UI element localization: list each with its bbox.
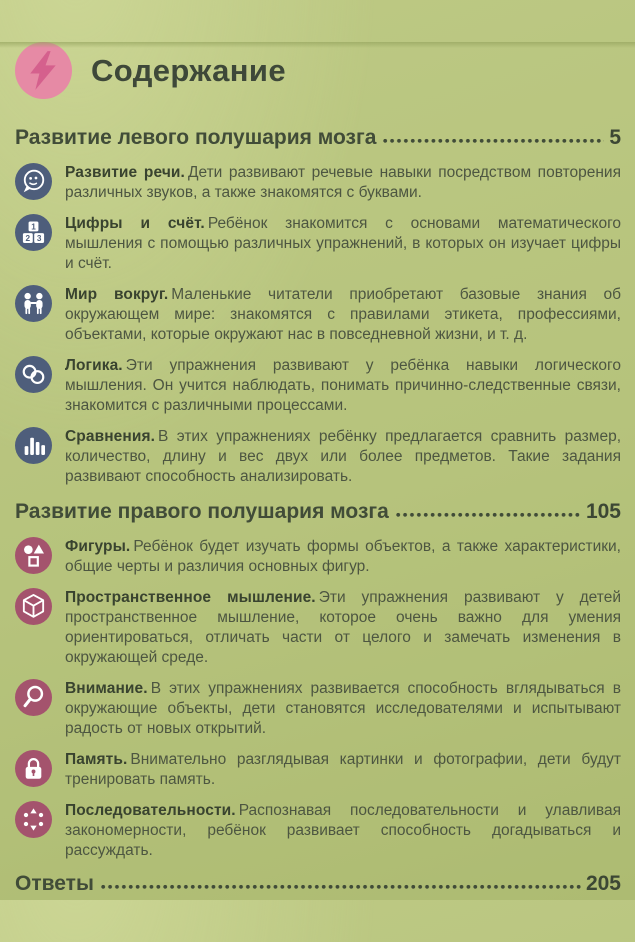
toc-item-text: Сравнения. В этих упражнениях ребёнку пре… (65, 427, 621, 487)
toc-item-title: Память. (65, 751, 128, 768)
section-right-items: Фигуры. Ребёнок будет изучать формы объек… (15, 537, 621, 861)
cube-icon (15, 588, 52, 625)
answers-label: Ответы (15, 872, 94, 895)
toc-item-logic: Логика. Эти упражнения развивают у ребёнк… (15, 356, 621, 416)
dotted-leader (395, 511, 581, 518)
toc-item-title: Мир вокруг. (65, 286, 169, 303)
shapes-icon (15, 537, 52, 574)
children-icon (15, 285, 52, 322)
toc-item-title: Цифры и счёт. (65, 215, 205, 232)
toc-item-description: Эти упражнения развивают у ребёнка навык… (65, 357, 621, 414)
dotted-leader (100, 883, 581, 890)
toc-item-world: Мир вокруг. Маленькие читатели приобретаю… (15, 285, 621, 345)
toc-item-sequences: Последовательности. Распознавая последова… (15, 801, 621, 861)
page-title: Содержание (91, 52, 286, 88)
toc-item-speech: Развитие речи. Дети развивают речевые нав… (15, 163, 621, 203)
page-top-edge (0, 42, 635, 48)
magnifier-icon (15, 679, 52, 716)
section-title: Развитие правого полушария мозга (15, 500, 389, 523)
toc-item-description: В этих упражнениях развивается способнос… (65, 680, 621, 737)
toc-item-text: Внимание. В этих упражнениях развивается … (65, 679, 621, 739)
section-heading-left-hemisphere: Развитие левого полушария мозга 5 (15, 126, 621, 150)
toc-item-description: Ребёнок знакомится с основами математиче… (65, 215, 622, 272)
speech-bubble-icon (15, 163, 52, 200)
toc-item-title: Фигуры. (65, 538, 131, 555)
toc-item-comparisons: Сравнения. В этих упражнениях ребёнку пре… (15, 427, 621, 487)
toc-item-description: Распознавая последовательности и улавлив… (65, 802, 621, 859)
section-title: Развитие левого полушария мозга (15, 126, 377, 149)
toc-item-text: Логика. Эти упражнения развивают у ребёнк… (65, 356, 621, 416)
toc-item-text: Развитие речи. Дети развивают речевые нав… (65, 163, 621, 203)
toc-item-text: Пространственное мышление. Эти упражнения… (65, 588, 621, 668)
answers-row: Ответы 205 (15, 872, 621, 896)
svg-text:1: 1 (31, 222, 36, 231)
linked-rings-icon (15, 356, 52, 393)
toc-item-title: Логика. (65, 357, 123, 374)
svg-text:2: 2 (26, 234, 31, 243)
toc-item-numbers: 1 2 3 Цифры и счёт. Ребёнок знакомится с … (15, 214, 621, 274)
toc-item-description: В этих упражнениях ребёнку предлагается … (65, 428, 621, 485)
toc-item-text: Цифры и счёт. Ребёнок знакомится с основа… (65, 214, 621, 274)
section-heading-right-hemisphere: Развитие правого полушария мозга 105 (15, 500, 621, 524)
toc-item-description: Маленькие читатели приобретают базовые з… (65, 286, 621, 343)
bar-chart-icon (15, 427, 52, 464)
toc-item-shapes: Фигуры. Ребёнок будет изучать формы объек… (15, 537, 621, 577)
toc-item-description: Эти упражнения развивают у детей простра… (65, 589, 621, 666)
cycle-icon (15, 801, 52, 838)
page-header: Содержание (15, 42, 621, 99)
toc-item-title: Пространственное мышление. (65, 589, 316, 606)
toc-item-title: Внимание. (65, 680, 148, 697)
number-blocks-icon: 1 2 3 (15, 214, 52, 251)
toc-item-memory: Память. Внимательно разглядывая картинки … (15, 750, 621, 790)
toc-item-text: Фигуры. Ребёнок будет изучать формы объек… (65, 537, 621, 577)
svg-text:3: 3 (37, 234, 42, 243)
toc-item-text: Мир вокруг. Маленькие читатели приобретаю… (65, 285, 621, 345)
toc-item-description: Внимательно разглядывая картинки и фотог… (65, 751, 621, 788)
section-page-number: 5 (609, 126, 621, 149)
toc-item-title: Последовательности. (65, 802, 236, 819)
section-left-items: Развитие речи. Дети развивают речевые нав… (15, 163, 621, 487)
toc-item-text: Последовательности. Распознавая последова… (65, 801, 621, 861)
toc-item-spatial: Пространственное мышление. Эти упражнения… (15, 588, 621, 668)
toc-item-description: Дети развивают речевые навыки посредство… (65, 164, 621, 201)
toc-item-attention: Внимание. В этих упражнениях развивается … (15, 679, 621, 739)
toc-item-title: Сравнения. (65, 428, 156, 445)
toc-item-text: Память. Внимательно разглядывая картинки … (65, 750, 621, 790)
toc-item-title: Развитие речи. (65, 164, 185, 181)
toc-page: Содержание Развитие левого полушария моз… (0, 42, 635, 896)
lock-icon (15, 750, 52, 787)
dotted-leader (383, 137, 605, 144)
lightning-icon (15, 42, 72, 99)
section-page-number: 105 (585, 500, 621, 523)
answers-page-number: 205 (585, 872, 621, 895)
toc-item-description: Ребёнок будет изучать формы объектов, а … (65, 538, 621, 575)
